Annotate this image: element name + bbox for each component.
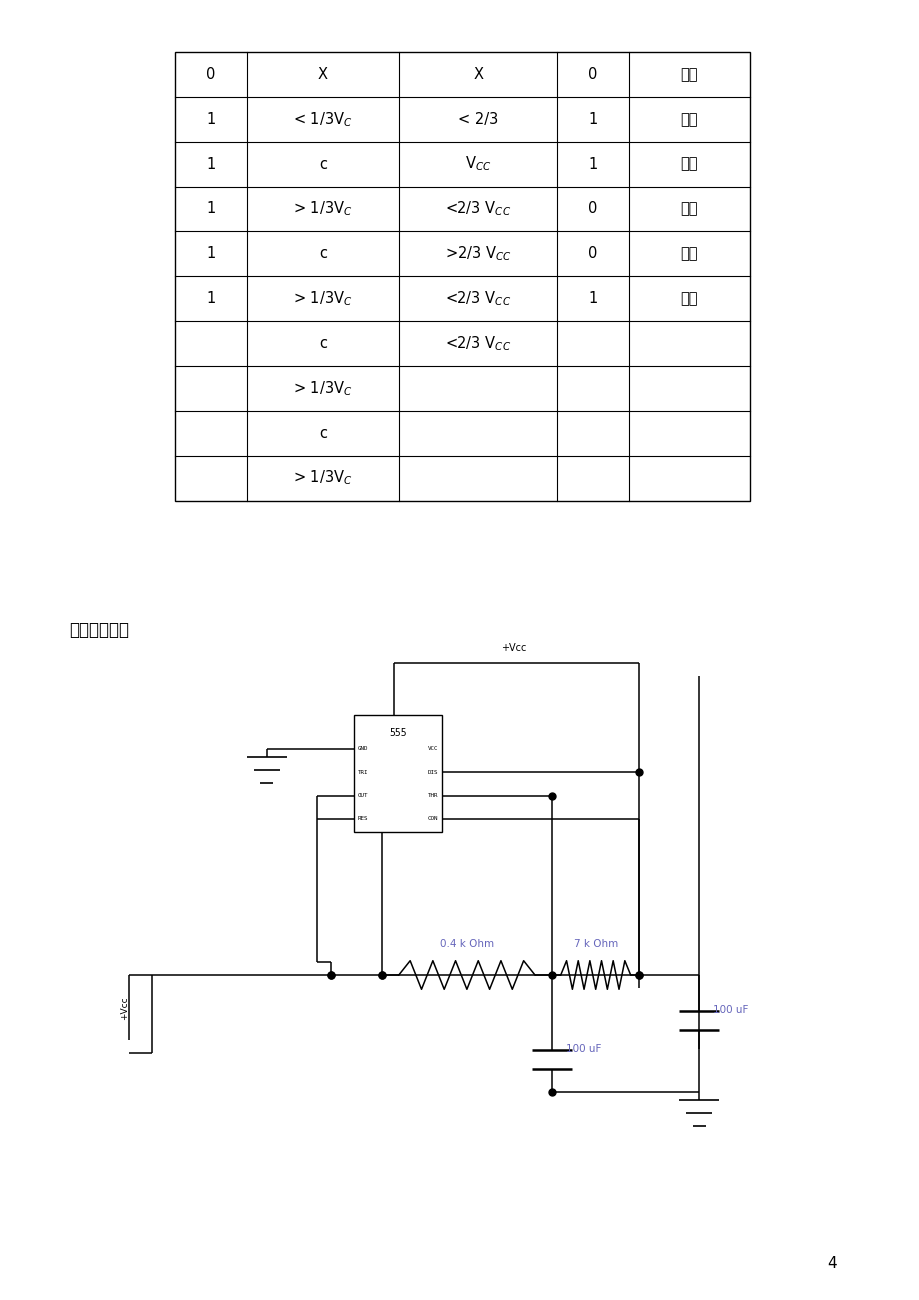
Text: 7 k Ohm: 7 k Ohm: [573, 939, 618, 949]
Text: 1: 1: [588, 156, 597, 172]
Text: > 1/3V$_C$: > 1/3V$_C$: [293, 380, 352, 398]
Text: 1: 1: [588, 291, 597, 307]
Text: 100 uF: 100 uF: [565, 1044, 600, 1054]
Text: < 1/3V$_C$: < 1/3V$_C$: [293, 111, 352, 129]
Text: >2/3 V$_{CC}$: >2/3 V$_{CC}$: [444, 244, 511, 263]
Text: < 2/3: < 2/3: [458, 112, 498, 127]
Text: > 1/3V$_C$: > 1/3V$_C$: [293, 469, 352, 488]
Text: OUT: OUT: [357, 793, 368, 798]
Text: 1: 1: [206, 112, 215, 127]
Text: RES: RES: [357, 816, 368, 822]
Text: 截止: 截止: [680, 112, 698, 127]
Text: 4: 4: [827, 1256, 836, 1271]
Bar: [354, 715, 441, 832]
Bar: [175, 52, 749, 501]
Text: +Vcc: +Vcc: [119, 997, 129, 1020]
Text: c: c: [319, 425, 326, 441]
Text: X: X: [472, 66, 482, 82]
Text: 1: 1: [206, 246, 215, 261]
Text: 0: 0: [588, 246, 597, 261]
Text: 1: 1: [206, 291, 215, 307]
Text: 0.4 k Ohm: 0.4 k Ohm: [439, 939, 494, 949]
Text: 导通: 导通: [680, 66, 698, 82]
Text: 1: 1: [206, 202, 215, 217]
Text: THR: THR: [427, 793, 437, 798]
Text: 0: 0: [588, 66, 597, 82]
Text: 100 uF: 100 uF: [712, 1005, 747, 1015]
Text: +Vcc: +Vcc: [501, 642, 527, 653]
Text: VCC: VCC: [427, 746, 437, 751]
Text: <2/3 V$_{CC}$: <2/3 V$_{CC}$: [445, 290, 511, 308]
Text: > 1/3V$_C$: > 1/3V$_C$: [293, 290, 352, 308]
Text: CON: CON: [427, 816, 437, 822]
Text: X: X: [318, 66, 327, 82]
Text: 0: 0: [206, 66, 215, 82]
Text: > 1/3V$_C$: > 1/3V$_C$: [293, 200, 352, 218]
Text: <2/3 V$_{CC}$: <2/3 V$_{CC}$: [445, 334, 511, 352]
Text: GND: GND: [357, 746, 368, 751]
Text: TRI: TRI: [357, 770, 368, 775]
Text: c: c: [319, 246, 326, 261]
Text: 1: 1: [588, 112, 597, 127]
Text: 555: 555: [389, 728, 406, 738]
Text: DIS: DIS: [427, 770, 437, 775]
Text: V$_{CC}$: V$_{CC}$: [464, 155, 491, 173]
Text: <2/3 V$_{CC}$: <2/3 V$_{CC}$: [445, 200, 511, 218]
Text: 导通: 导通: [680, 202, 698, 217]
Text: 0: 0: [588, 202, 597, 217]
Text: c: c: [319, 335, 326, 351]
Text: c: c: [319, 156, 326, 172]
Text: 电路图如下：: 电路图如下：: [69, 621, 129, 640]
Text: 截止: 截止: [680, 156, 698, 172]
Text: 1: 1: [206, 156, 215, 172]
Text: 导通: 导通: [680, 246, 698, 261]
Text: 截止: 截止: [680, 291, 698, 307]
